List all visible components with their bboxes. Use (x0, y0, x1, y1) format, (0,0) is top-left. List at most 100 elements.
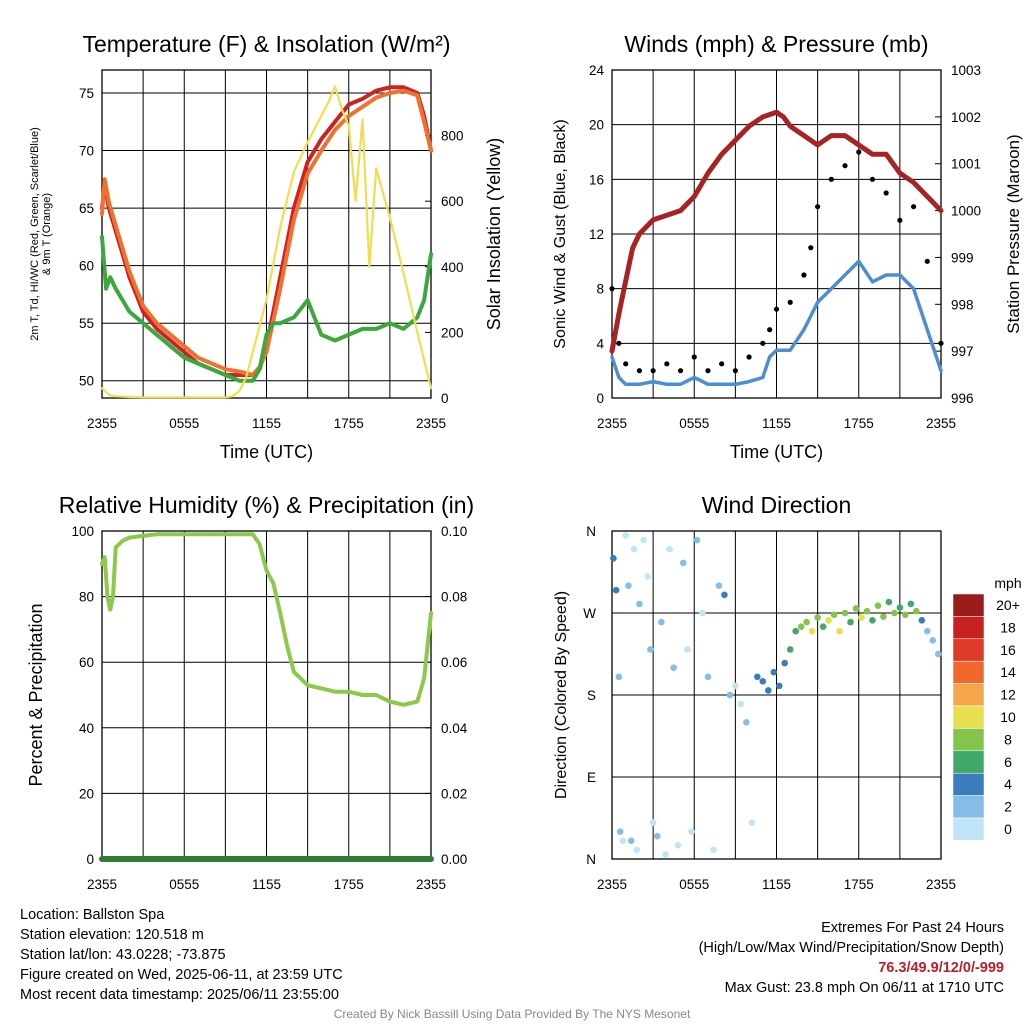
y-axis-label-left: Direction (Colored By Speed) (553, 591, 570, 799)
direction-point (803, 618, 810, 626)
y-tick-label-left: W (583, 606, 596, 621)
x-tick-label: 1155 (252, 416, 281, 431)
direction-point (647, 646, 654, 653)
y-tick-label-right: 0.08 (441, 590, 467, 605)
y-tick-label-left: N (586, 852, 596, 867)
direction-point (913, 607, 920, 615)
direction-point (688, 828, 695, 835)
y-tick-label-left: 55 (79, 316, 94, 331)
y-tick-label-left: 60 (79, 259, 94, 274)
y-tick-label-left: 24 (589, 63, 605, 78)
y-tick-label-right: 1002 (951, 110, 981, 125)
direction-point (649, 819, 657, 826)
direction-point (847, 618, 854, 626)
direction-point (748, 819, 756, 826)
direction-point (825, 616, 832, 624)
legend-label: 6 (1004, 754, 1012, 770)
extremes-subheading: (High/Low/Max Wind/Precipitation/Snow De… (698, 940, 1004, 956)
direction-point (670, 664, 677, 671)
legend-label: 14 (1000, 664, 1016, 680)
direction-point (662, 851, 669, 858)
direction-point (674, 842, 682, 849)
direction-point (627, 837, 635, 845)
direction-point (902, 611, 909, 619)
direction-point (704, 673, 712, 681)
gust-point (924, 258, 930, 264)
x-tick-label: 0555 (679, 416, 709, 431)
x-tick-label: 2355 (87, 877, 117, 892)
y-tick-label-right: 0.04 (441, 721, 468, 736)
gust-point (910, 204, 917, 210)
max-gust: Max Gust: 23.8 mph On 06/11 at 1710 UTC (724, 980, 1004, 996)
y-tick-label-left: 20 (79, 786, 94, 801)
x-tick-label: 2355 (416, 416, 446, 431)
gust-point (856, 149, 862, 155)
y-tick-label-left: N (586, 524, 596, 539)
y-tick-label-left: 0 (596, 391, 604, 406)
x-axis-label: Time (UTC) (730, 442, 823, 462)
direction-point (754, 673, 761, 681)
legend-label: 2 (1004, 799, 1012, 815)
direction-point (786, 646, 794, 653)
direction-point (684, 646, 691, 653)
y-tick-label-left: 12 (589, 227, 604, 242)
legend-label: 0 (1004, 821, 1012, 837)
y-tick-label-right: 600 (441, 194, 464, 209)
direction-point (653, 832, 661, 840)
direction-point (759, 678, 767, 685)
direction-point (830, 611, 838, 619)
y-tick-label-right: 0.02 (441, 786, 467, 801)
y-tick-label-left: E (587, 770, 596, 785)
legend-label: 4 (1004, 776, 1012, 792)
x-tick-label: 2355 (597, 877, 627, 892)
direction-point (625, 582, 632, 589)
direction-point (679, 559, 687, 567)
wind-line (610, 259, 943, 387)
temp-series-line (100, 88, 433, 377)
x-axis-label: Time (UTC) (220, 442, 313, 462)
y-tick-label-right: 0 (441, 391, 449, 406)
y-tick-label-left: 100 (71, 524, 94, 539)
direction-point (891, 609, 898, 617)
direction-point (616, 828, 624, 835)
y-tick-label-right: 999 (951, 250, 974, 265)
y-axis-label-left: & 9m T (Orange) (41, 193, 53, 275)
x-tick-label: 2355 (597, 416, 627, 431)
direction-point (869, 616, 876, 624)
y-tick-label-right: 1003 (951, 63, 981, 78)
x-tick-label: 1155 (762, 877, 791, 892)
direction-point (630, 545, 638, 553)
y-tick-label-left: 60 (79, 655, 94, 670)
gust-point (767, 327, 773, 333)
direction-point (770, 668, 778, 676)
x-tick-label: 1155 (762, 416, 791, 431)
direction-point (819, 623, 827, 630)
direction-point (797, 623, 805, 630)
y-tick-label-left: 70 (79, 144, 94, 159)
direction-point (896, 604, 904, 611)
direction-point (792, 627, 799, 635)
legend-label: 10 (1000, 709, 1016, 725)
gust-point (691, 354, 697, 360)
gust-point (801, 272, 807, 278)
station-latlon: Station lat/lon: 43.0228; -73.875 (20, 947, 226, 963)
extremes-values: 76.3/49.9/12/0/-999 (878, 960, 1004, 976)
direction-point (732, 682, 739, 690)
direction-point (699, 609, 706, 617)
y-tick-label-right: 998 (951, 297, 974, 312)
direction-point (841, 609, 849, 617)
gust-point (609, 286, 615, 292)
x-tick-label: 1755 (844, 877, 874, 892)
direction-point (852, 605, 860, 612)
legend-swatch (952, 616, 985, 640)
gust-point (760, 340, 766, 346)
x-tick-label: 1755 (334, 416, 364, 431)
x-tick-label: 2355 (416, 877, 446, 892)
y-tick-label-left: 80 (79, 590, 94, 605)
direction-point (610, 555, 617, 562)
gust-point (828, 176, 834, 182)
direction-point (640, 536, 647, 544)
gust-point (650, 368, 656, 374)
direction-point (814, 614, 821, 621)
extremes-heading: Extremes For Past 24 Hours (821, 920, 1004, 936)
